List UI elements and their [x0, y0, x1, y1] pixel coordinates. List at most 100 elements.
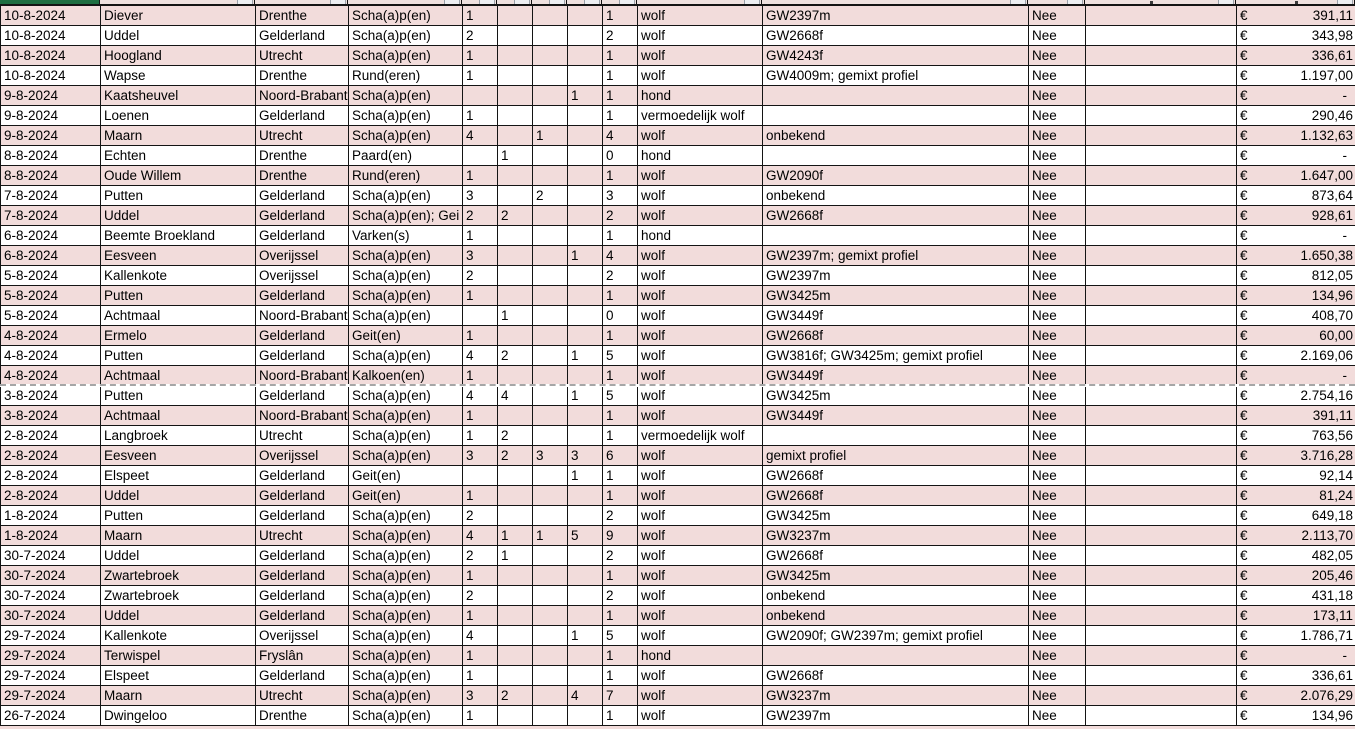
cell-animal-type[interactable]: Scha(a)p(en)	[349, 686, 463, 706]
cell-cause[interactable]: hond	[638, 86, 763, 106]
cell-count-4[interactable]	[568, 226, 603, 246]
cell-cause[interactable]: hond	[638, 146, 763, 166]
filter-button-icon[interactable]	[1218, 0, 1234, 4]
cell-place[interactable]: Uddel	[101, 546, 256, 566]
cell-count-1[interactable]: 3	[463, 246, 498, 266]
cell-province[interactable]: Gelderland	[256, 386, 349, 406]
cell-count-2[interactable]	[498, 366, 533, 386]
cell-province[interactable]: Gelderland	[256, 666, 349, 686]
cell-count-4[interactable]: 1	[568, 626, 603, 646]
cell-count-total[interactable]: 2	[603, 546, 638, 566]
cell-date[interactable]: 7-8-2024	[1, 186, 101, 206]
cell-count-total[interactable]: 1	[603, 226, 638, 246]
cell-cause[interactable]: wolf	[638, 606, 763, 626]
cell-count-4[interactable]	[568, 306, 603, 326]
cell-place[interactable]: Maarn	[101, 526, 256, 546]
cell-place[interactable]: Oude Willem	[101, 166, 256, 186]
filter-button-icon[interactable]	[1337, 0, 1353, 4]
cell-province[interactable]: Overijssel	[256, 246, 349, 266]
cell-place[interactable]: Maarn	[101, 126, 256, 146]
cell-settled[interactable]: Nee	[1029, 506, 1086, 526]
cell-animal-type[interactable]: Scha(a)p(en)	[349, 46, 463, 66]
cell-settled[interactable]: Nee	[1029, 446, 1086, 466]
cell-date[interactable]: 5-8-2024	[1, 286, 101, 306]
cell-wolf-profile[interactable]: GW2397m	[763, 6, 1029, 26]
cell-animal-type[interactable]: Scha(a)p(en)	[349, 566, 463, 586]
cell-animal-type[interactable]: Paard(en)	[349, 146, 463, 166]
cell-count-total[interactable]: 2	[603, 586, 638, 606]
cell-place[interactable]: Putten	[101, 186, 256, 206]
cell-count-total[interactable]: 1	[603, 406, 638, 426]
cell-count-3[interactable]	[533, 206, 568, 226]
cell-province[interactable]: Overijssel	[256, 446, 349, 466]
cell-amount[interactable]: €92,14	[1237, 466, 1355, 486]
cell-amount[interactable]: €-	[1237, 226, 1355, 246]
cell-animal-type[interactable]: Scha(a)p(en)	[349, 86, 463, 106]
cell-wolf-profile[interactable]: gemixt profiel	[763, 446, 1029, 466]
cell-count-1[interactable]: 1	[463, 426, 498, 446]
cell-count-3[interactable]	[533, 286, 568, 306]
cell-empty[interactable]	[1086, 166, 1237, 186]
cell-count-1[interactable]: 1	[463, 326, 498, 346]
cell-amount[interactable]: €2.754,16	[1237, 386, 1355, 406]
cell-count-1[interactable]: 2	[463, 586, 498, 606]
cell-count-2[interactable]	[498, 586, 533, 606]
cell-count-3[interactable]	[533, 326, 568, 346]
cell-count-4[interactable]	[568, 506, 603, 526]
cell-animal-type[interactable]: Scha(a)p(en)	[349, 126, 463, 146]
cell-place[interactable]: Achtmaal	[101, 406, 256, 426]
cell-count-1[interactable]: 2	[463, 266, 498, 286]
cell-empty[interactable]	[1086, 426, 1237, 446]
cell-date[interactable]: 2-8-2024	[1, 426, 101, 446]
cell-count-4[interactable]	[568, 106, 603, 126]
cell-place[interactable]: Eesveen	[101, 246, 256, 266]
cell-count-4[interactable]: 1	[568, 386, 603, 406]
cell-count-2[interactable]	[498, 406, 533, 426]
cell-date[interactable]: 4-8-2024	[1, 366, 101, 386]
cell-cause[interactable]: wolf	[638, 566, 763, 586]
cell-settled[interactable]: Nee	[1029, 686, 1086, 706]
cell-animal-type[interactable]: Geit(en)	[349, 326, 463, 346]
cell-amount[interactable]: €928,61	[1237, 206, 1355, 226]
cell-wolf-profile[interactable]: GW3237m	[763, 686, 1029, 706]
cell-date[interactable]: 29-7-2024	[1, 686, 101, 706]
cell-count-total[interactable]: 1	[603, 86, 638, 106]
cell-cause[interactable]: wolf	[638, 386, 763, 406]
cell-count-total[interactable]: 1	[603, 66, 638, 86]
cell-date[interactable]: 10-8-2024	[1, 46, 101, 66]
cell-cause[interactable]: wolf	[638, 266, 763, 286]
cell-count-2[interactable]: 4	[498, 386, 533, 406]
cell-settled[interactable]: Nee	[1029, 326, 1086, 346]
cell-count-1[interactable]: 4	[463, 386, 498, 406]
cell-empty[interactable]	[1086, 626, 1237, 646]
cell-province[interactable]: Gelderland	[256, 106, 349, 126]
cell-animal-type[interactable]: Scha(a)p(en)	[349, 606, 463, 626]
cell-place[interactable]: Loenen	[101, 106, 256, 126]
cell-count-3[interactable]	[533, 46, 568, 66]
cell-count-1[interactable]: 1	[463, 106, 498, 126]
cell-settled[interactable]: Nee	[1029, 126, 1086, 146]
cell-cause[interactable]: wolf	[638, 546, 763, 566]
cell-wolf-profile[interactable]: GW2668f	[763, 326, 1029, 346]
cell-settled[interactable]: Nee	[1029, 466, 1086, 486]
cell-cause[interactable]: vermoedelijk wolf	[638, 106, 763, 126]
cell-count-2[interactable]	[498, 66, 533, 86]
cell-count-1[interactable]: 4	[463, 346, 498, 366]
cell-count-3[interactable]	[533, 166, 568, 186]
cell-count-3[interactable]: 1	[533, 126, 568, 146]
cell-date[interactable]: 5-8-2024	[1, 306, 101, 326]
cell-count-2[interactable]: 1	[498, 306, 533, 326]
cell-count-4[interactable]	[568, 286, 603, 306]
cell-empty[interactable]	[1086, 606, 1237, 626]
cell-cause[interactable]: wolf	[638, 466, 763, 486]
cell-count-4[interactable]: 3	[568, 446, 603, 466]
cell-date[interactable]: 8-8-2024	[1, 166, 101, 186]
cell-count-3[interactable]	[533, 406, 568, 426]
cell-count-1[interactable]: 3	[463, 446, 498, 466]
cell-province[interactable]: Utrecht	[256, 686, 349, 706]
cell-settled[interactable]: Nee	[1029, 26, 1086, 46]
cell-count-total[interactable]: 1	[603, 466, 638, 486]
cell-wolf-profile[interactable]: GW2668f	[763, 466, 1029, 486]
cell-province[interactable]: Noord-Brabant	[256, 306, 349, 326]
cell-amount[interactable]: €431,18	[1237, 586, 1355, 606]
